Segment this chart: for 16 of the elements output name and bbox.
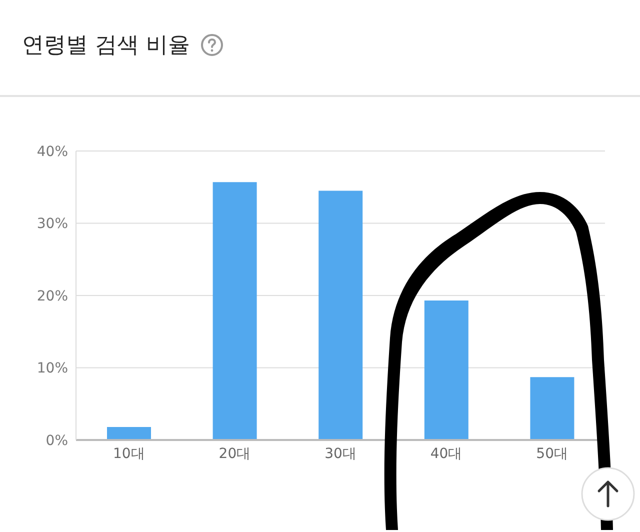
y-tick-label: 30% xyxy=(36,216,68,232)
x-tick-label: 50대 xyxy=(536,446,568,462)
x-tick-label: 10대 xyxy=(112,446,145,462)
x-tick-label: 20대 xyxy=(218,446,251,462)
y-tick-label: 20% xyxy=(36,288,68,304)
bar xyxy=(107,426,151,440)
bar xyxy=(530,377,574,440)
y-tick-label: 40% xyxy=(36,144,68,160)
bar xyxy=(318,190,363,440)
chart-title: 연령별 검색 비율 xyxy=(22,32,190,60)
y-tick-label: 0% xyxy=(46,432,68,449)
y-tick-label: 10% xyxy=(36,360,68,377)
x-tick-label: 40대 xyxy=(430,446,462,462)
x-tick-label: 30대 xyxy=(324,446,356,462)
bar xyxy=(212,182,257,440)
bar xyxy=(424,300,468,440)
